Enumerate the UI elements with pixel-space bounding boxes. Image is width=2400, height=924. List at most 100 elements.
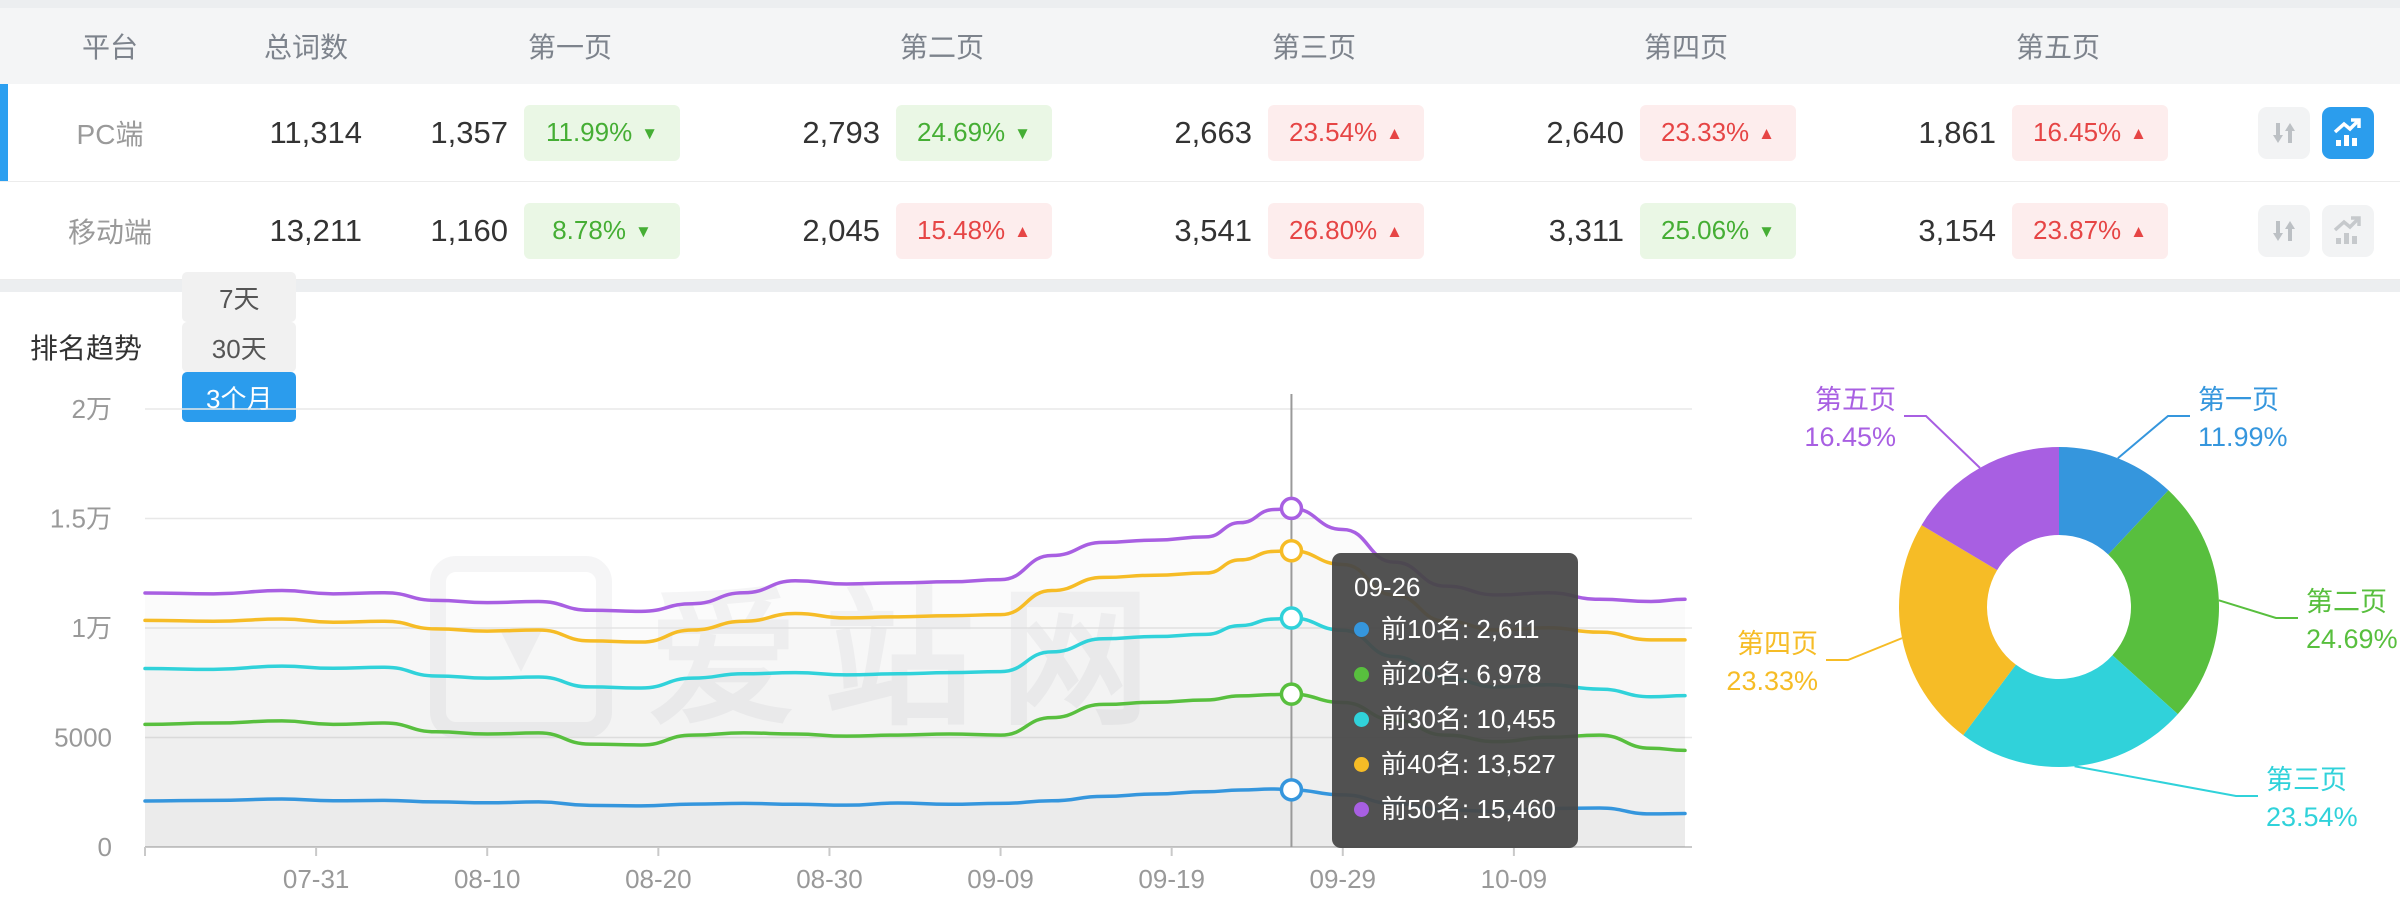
change-pct: 15.48% — [916, 215, 1006, 245]
series-value-text: 前10名: 2,611 — [1381, 614, 1540, 644]
page2-change-badge: 24.69% ▼ — [896, 104, 1052, 161]
donut-label-第三页: 第三页 23.54% — [2266, 762, 2358, 836]
sort-button[interactable] — [2258, 204, 2310, 257]
page1-cell: 1,357 11.99% ▼ — [370, 104, 690, 161]
donut-label-pct: 11.99% — [2198, 422, 2288, 452]
donut-slice-第五页[interactable] — [1921, 447, 2059, 571]
tab-3m[interactable]: 3个月 — [182, 372, 297, 422]
page3-change-badge: 26.80% ▲ — [1268, 202, 1424, 259]
page1-change-badge: 8.78% ▼ — [524, 202, 680, 259]
svg-text:2万: 2万 — [72, 394, 112, 424]
page5-cell: 3,154 23.87% ▲ — [1806, 202, 2178, 259]
table-row-mobile[interactable]: 移动端 13,211 1,160 8.78% ▼ 2,045 15.48% ▲ 3,541 26.… — [0, 182, 2400, 280]
change-pct: 26.80% — [1288, 215, 1378, 245]
donut-label-pct: 23.33% — [1726, 666, 1818, 696]
show-trend-button[interactable] — [2322, 106, 2374, 159]
svg-text:1万: 1万 — [72, 613, 112, 643]
up-triangle-icon: ▲ — [2130, 221, 2147, 241]
donut-slice-第一页[interactable] — [2059, 447, 2169, 555]
change-pct: 11.99% — [545, 117, 633, 147]
donut-label-name: 第四页 — [1737, 629, 1818, 659]
page5-change-badge: 16.45% ▲ — [2012, 104, 2168, 161]
page5-count: 1,861 — [1918, 114, 1996, 150]
page2-change-badge: 15.48% ▲ — [896, 202, 1052, 259]
table-row-pc[interactable]: PC端 11,314 1,357 11.99% ▼ 2,793 24.69% ▼ 2,663 23… — [0, 84, 2400, 182]
page3-cell: 3,541 26.80% ▲ — [1062, 202, 1434, 259]
tooltip-series-row: 前30名: 10,455 — [1354, 697, 1556, 742]
page5-cell: 1,861 16.45% ▲ — [1806, 104, 2178, 161]
row-actions — [2178, 204, 2400, 257]
series-value-text: 前50名: 15,460 — [1381, 794, 1556, 824]
donut-slice-第三页[interactable] — [1963, 655, 2178, 767]
donut-slice-第四页[interactable] — [1899, 525, 2016, 736]
donut-label-第一页: 第一页 11.99% — [2198, 382, 2288, 456]
series-color-dot — [1354, 622, 1369, 637]
col-header-platform: 平台 — [81, 32, 138, 63]
sort-arrows-icon — [2273, 122, 2295, 143]
page3-count: 2,663 — [1174, 114, 1252, 150]
change-pct: 25.06% — [1660, 215, 1750, 245]
series-color-dot — [1354, 802, 1369, 817]
page2-cell: 2,045 15.48% ▲ — [690, 202, 1062, 259]
tooltip-series-row: 前50名: 15,460 — [1354, 787, 1556, 832]
page5-change-badge: 23.87% ▲ — [2012, 202, 2168, 259]
chart-tooltip: 09-26 前10名: 2,611 前20名: 6,978 前30名: 10,455 前… — [1332, 553, 1578, 848]
series-value-text: 前30名: 10,455 — [1381, 704, 1556, 734]
up-triangle-icon: ▲ — [1014, 221, 1031, 241]
trend-chart-icon — [2333, 117, 2361, 146]
series-value-text: 前20名: 6,978 — [1381, 659, 1542, 689]
keyword-ranking-dashboard: 平台 总词数 第一页 第二页 第三页 第四页 第五页 PC端 11,314 1,35… — [0, 8, 2400, 924]
watermark-logo-icon: ▼ — [430, 555, 612, 738]
change-pct: 16.45% — [2032, 117, 2122, 147]
down-triangle-icon: ▼ — [1014, 123, 1031, 143]
show-trend-button[interactable] — [2322, 204, 2374, 257]
tab-30d[interactable]: 30天 — [182, 322, 297, 372]
tab-7d[interactable]: 7天 — [182, 272, 297, 322]
svg-text:09-29: 09-29 — [1310, 864, 1377, 894]
donut-label-name: 第二页 — [2306, 587, 2387, 617]
series-color-dot — [1354, 667, 1369, 682]
page5-count: 3,154 — [1918, 212, 1996, 248]
up-triangle-icon: ▲ — [1386, 123, 1403, 143]
down-triangle-icon: ▼ — [641, 123, 659, 143]
up-triangle-icon: ▲ — [1386, 221, 1403, 241]
svg-text:0: 0 — [98, 832, 112, 862]
page-share-donut-chart[interactable] — [1879, 427, 2239, 787]
page1-count: 1,160 — [430, 212, 508, 248]
donut-slice-第二页[interactable] — [2108, 490, 2219, 715]
svg-text:09-09: 09-09 — [967, 864, 1034, 894]
row-actions — [2178, 106, 2400, 159]
svg-text:07-31: 07-31 — [283, 864, 350, 894]
page3-count: 3,541 — [1174, 212, 1252, 248]
change-pct: 23.33% — [1660, 117, 1750, 147]
page4-cell: 3,311 25.06% ▼ — [1434, 202, 1806, 259]
tooltip-series-row: 前10名: 2,611 — [1354, 607, 1556, 652]
up-triangle-icon: ▲ — [2130, 123, 2147, 143]
donut-label-pct: 24.69% — [2306, 624, 2398, 654]
col-header-page5: 第五页 — [2015, 32, 2100, 63]
col-header-page2: 第二页 — [899, 32, 984, 63]
trend-title: 排名趋势 — [30, 333, 143, 364]
change-pct: 23.54% — [1288, 117, 1378, 147]
sort-arrows-icon — [2273, 220, 2295, 241]
sort-button[interactable] — [2258, 106, 2310, 159]
page4-cell: 2,640 23.33% ▲ — [1434, 104, 1806, 161]
svg-text:5000: 5000 — [54, 723, 112, 753]
page4-change-badge: 25.06% ▼ — [1640, 202, 1796, 259]
page4-count: 2,640 — [1546, 114, 1624, 150]
change-pct: 23.87% — [2032, 215, 2122, 245]
donut-label-name: 第三页 — [2266, 765, 2347, 795]
svg-text:08-10: 08-10 — [454, 864, 521, 894]
page4-count: 3,311 — [1548, 212, 1624, 248]
col-header-page1: 第一页 — [527, 32, 612, 63]
svg-text:09-19: 09-19 — [1138, 864, 1205, 894]
tooltip-series-row: 前40名: 13,527 — [1354, 742, 1556, 787]
ranking-table: 平台 总词数 第一页 第二页 第三页 第四页 第五页 PC端 11,314 1,35… — [0, 8, 2400, 280]
page1-count: 1,357 — [430, 114, 508, 150]
svg-text:1.5万: 1.5万 — [50, 504, 112, 534]
donut-label-第四页: 第四页 23.33% — [1726, 626, 1818, 700]
tooltip-series-row: 前20名: 6,978 — [1354, 652, 1556, 697]
down-triangle-icon: ▼ — [634, 221, 652, 241]
svg-text:08-20: 08-20 — [625, 864, 692, 894]
